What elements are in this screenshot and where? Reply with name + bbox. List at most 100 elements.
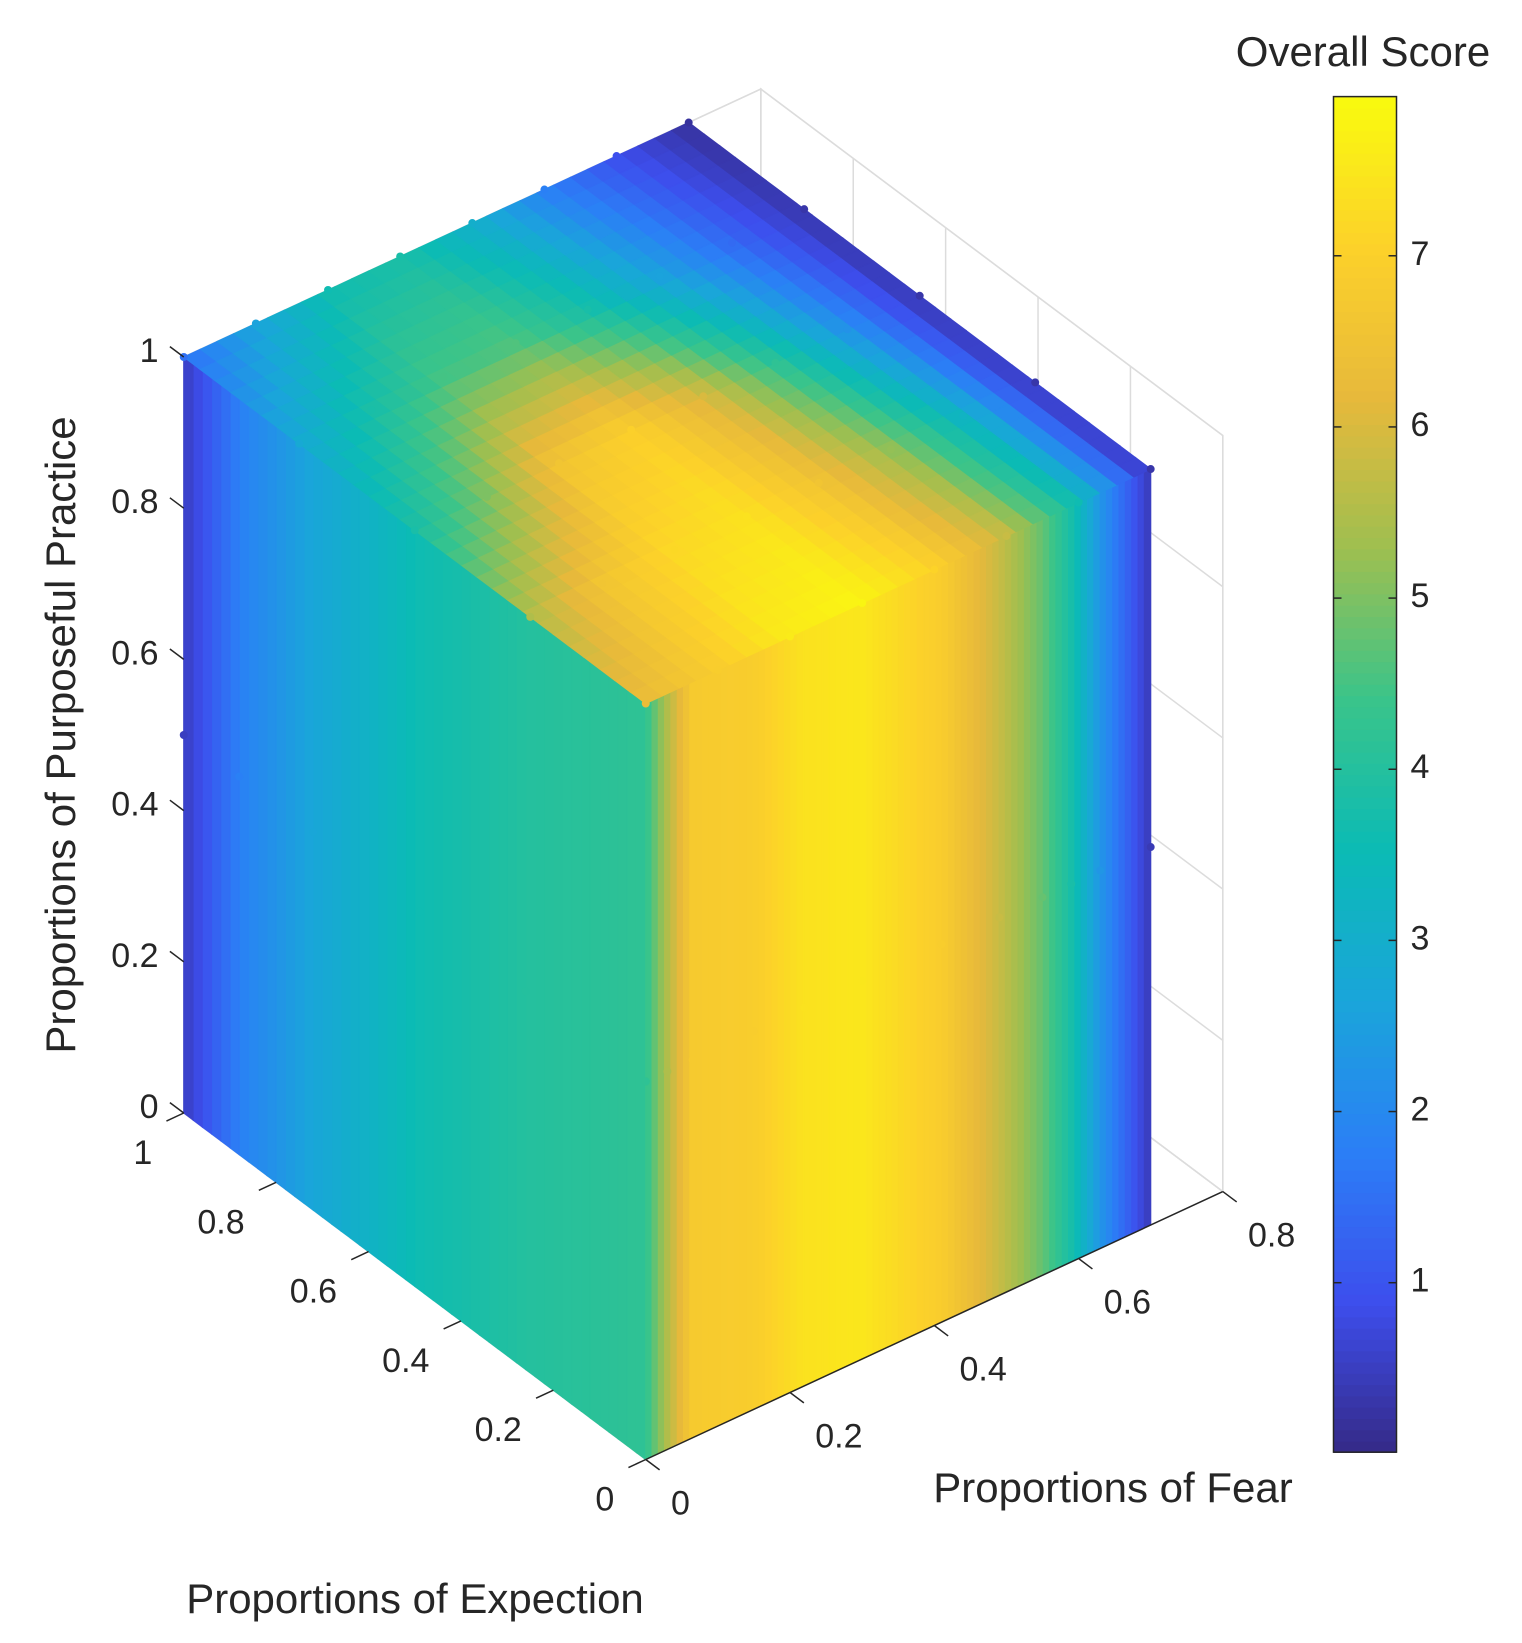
colorbar-cell (1333, 322, 1397, 335)
colorbar-label: Overall Score (1236, 28, 1490, 75)
colorbar-cell (1333, 774, 1397, 787)
colorbar-cell (1333, 1113, 1397, 1126)
colorbar-cell (1333, 345, 1397, 358)
data-point (179, 731, 188, 739)
tick-mark (169, 799, 185, 812)
data-point (521, 987, 530, 996)
surface-cell (910, 576, 918, 1338)
tick-mark (535, 1389, 554, 1399)
data-point (1074, 498, 1083, 507)
colorbar-cell (1333, 876, 1397, 889)
surface-cell (395, 515, 407, 1281)
colorbar-cell (1333, 966, 1397, 979)
colorbar-cell (1333, 898, 1397, 911)
colorbar-cell (1333, 390, 1397, 403)
colorbar-frame (1332, 95, 1398, 1453)
colorbar-cell (1333, 537, 1397, 550)
data-point (540, 185, 549, 194)
z-tick-label: 0.4 (111, 786, 158, 824)
colorbar-cell (1333, 1384, 1397, 1397)
surface-cell (608, 674, 619, 1440)
colorbar-cell (1333, 887, 1397, 900)
colorbar-cell (1333, 955, 1397, 968)
surface-cell (423, 536, 434, 1302)
surface-cell (220, 383, 231, 1149)
data-point (886, 445, 895, 454)
data-point (713, 666, 722, 675)
surface-cell (676, 684, 685, 1446)
data-point (728, 238, 737, 247)
colorbar-cell (1333, 977, 1397, 990)
colorbar-cell (1333, 254, 1397, 267)
surface-cell (331, 466, 342, 1233)
surface-cell (840, 608, 849, 1370)
surface-cell (771, 641, 779, 1402)
tick-mark (1078, 1257, 1093, 1270)
colorbar-cell (1333, 740, 1397, 753)
colorbar-cell (1333, 842, 1397, 855)
colorbar-cell (1333, 175, 1397, 188)
colorbar-cell (1333, 1181, 1397, 1194)
data-point (930, 565, 939, 574)
colorbar-cell (1333, 446, 1397, 459)
tick-mark (169, 950, 185, 963)
surface-cell (534, 619, 545, 1385)
y-tick-label: 0.4 (382, 1342, 429, 1380)
surface-cell (727, 661, 735, 1423)
colorbar-cell (1333, 1124, 1397, 1137)
colorbar-cell (1333, 1192, 1397, 1205)
data-point (511, 339, 520, 348)
colorbar-cell (1333, 853, 1397, 866)
x-tick-label: 0 (671, 1485, 690, 1523)
colorbar-cell (1333, 672, 1397, 685)
surface-cell (1023, 523, 1032, 1285)
colorbar-cell (1333, 209, 1397, 222)
surface-cell (758, 646, 767, 1408)
surface-cell (368, 494, 379, 1260)
surface-cell (897, 582, 906, 1344)
colorbar-cell (1333, 130, 1397, 143)
tick-mark (628, 1458, 647, 1469)
grid-line (760, 88, 1224, 437)
colorbar-cell (1333, 1271, 1397, 1284)
colorbar-tick-label: 2 (1411, 1091, 1430, 1129)
surface-cell (809, 623, 817, 1385)
colorbar-cell (1333, 412, 1397, 425)
surface-cell (598, 667, 610, 1434)
data-point (295, 439, 304, 448)
colorbar-cell (1333, 661, 1397, 674)
surface-cell (451, 556, 462, 1323)
surface-cell (589, 660, 601, 1427)
colorbar-cell (1333, 288, 1397, 301)
colorbar-cell (1333, 1373, 1397, 1386)
data-point (858, 599, 867, 608)
colorbar-cell (1333, 1429, 1397, 1442)
surface-cell (828, 614, 836, 1376)
surface-cell (340, 473, 351, 1239)
colorbar-cell (1333, 830, 1397, 843)
surface-cell (651, 696, 660, 1458)
data-point (468, 219, 477, 228)
surface-cell (210, 376, 222, 1142)
colorbar: 1 2 3 4 5 6 7 (1332, 95, 1430, 1453)
surface-cell (834, 611, 843, 1373)
surface-cell (1030, 520, 1038, 1282)
surface-cell (441, 549, 453, 1316)
data-point (415, 907, 424, 916)
tick-mark (169, 346, 185, 358)
colorbar-cell (1333, 1068, 1397, 1081)
colorbar-cell (1333, 909, 1397, 923)
data-point (641, 1077, 650, 1086)
colorbar-cell (1333, 1090, 1397, 1103)
surface-cell (701, 673, 710, 1435)
x-axis-label: Proportions of Fear (933, 1464, 1293, 1511)
data-point (663, 1067, 672, 1076)
surface-cell (733, 658, 742, 1420)
surface-cell (432, 542, 444, 1309)
surface-cell (460, 563, 471, 1330)
colorbar-cell (1333, 785, 1397, 798)
colorbar-cell (1333, 1327, 1397, 1340)
y-tick-label: 0.8 (197, 1203, 244, 1241)
surface-cell (626, 688, 638, 1454)
